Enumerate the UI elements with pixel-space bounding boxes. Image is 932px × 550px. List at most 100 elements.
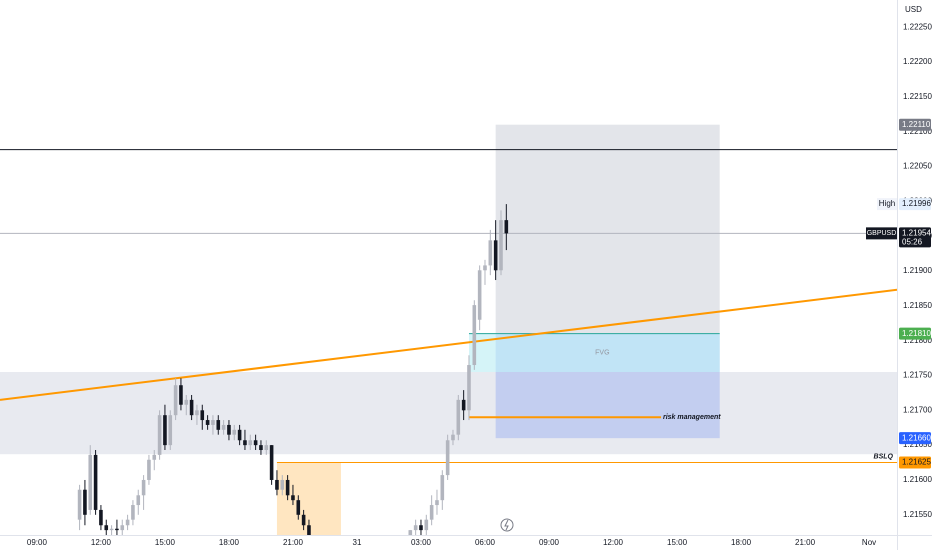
- entry-tag: 1.21810: [902, 329, 931, 338]
- candle-body: [216, 420, 221, 430]
- y-tick-label: 1.22150: [903, 92, 932, 101]
- candle-body: [77, 489, 82, 520]
- candle-body: [195, 410, 199, 416]
- candle-body: [259, 445, 263, 451]
- candle-body: [99, 509, 103, 526]
- candle-body: [440, 475, 445, 501]
- x-tick-label: 12:00: [603, 538, 624, 547]
- candle-body: [461, 399, 466, 411]
- candle-body: [205, 420, 210, 425]
- candle-body: [285, 479, 290, 496]
- symbol-tag-bg: [866, 227, 897, 240]
- x-tick-label: 21:00: [283, 538, 304, 547]
- bslq-tag: 1.21625: [902, 458, 931, 467]
- x-tick-label: 09:00: [27, 538, 48, 547]
- y-tick-label: 1.22250: [903, 22, 932, 31]
- candle-body: [296, 500, 301, 515]
- candle-body: [275, 479, 279, 490]
- y-tick-label: 1.21900: [903, 266, 932, 275]
- last-price-bg: [899, 227, 931, 248]
- candle-body: [504, 220, 509, 234]
- candle-body: [227, 424, 231, 435]
- candle-body: [93, 454, 98, 510]
- y-tick-label: 1.22200: [903, 57, 932, 66]
- candle-body: [445, 440, 450, 476]
- entry-tag-bg: [899, 327, 931, 340]
- candle-body: [120, 525, 125, 531]
- y-tick-label: 1.21650: [903, 440, 932, 449]
- replay-icon[interactable]: [500, 518, 514, 532]
- candle-body: [131, 505, 135, 520]
- candle-body: [104, 525, 109, 531]
- candle-body: [147, 459, 151, 480]
- bslq-tag-bg: [899, 456, 931, 469]
- candle-body: [141, 479, 146, 496]
- y-tick-label: 1.21550: [903, 510, 932, 519]
- candle-body: [115, 528, 119, 531]
- x-tick-label: 21:00: [795, 538, 816, 547]
- x-tick-label: 09:00: [539, 538, 560, 547]
- high-tag-bg: [899, 198, 931, 211]
- candle-body: [429, 505, 434, 520]
- candle-body: [173, 385, 178, 416]
- target-tag-bg: [899, 118, 931, 131]
- candle-body: [451, 434, 455, 441]
- candle-body: [483, 265, 487, 271]
- candle-body: [435, 500, 439, 506]
- candle-body: [301, 514, 306, 526]
- y-tick-label: 1.21850: [903, 301, 932, 310]
- candle-body: [280, 479, 285, 490]
- candle-body: [419, 525, 423, 531]
- candle-body: [493, 240, 498, 271]
- candle-body: [83, 489, 87, 515]
- candle-body: [248, 440, 253, 446]
- countdown: 05:26: [902, 237, 923, 246]
- candle-body: [88, 454, 93, 510]
- candle-body: [264, 445, 269, 451]
- x-tick-label: 31: [353, 538, 362, 547]
- candle-body: [477, 270, 482, 320]
- candle-body: [184, 399, 189, 405]
- plot: FVG BSLQ risk management: [0, 124, 897, 535]
- symbol-tag: GBPUSD: [867, 230, 897, 237]
- y-tick-label: 1.22100: [903, 127, 932, 136]
- last-price-label: 1.21954: [902, 228, 931, 237]
- high-name: High: [879, 199, 895, 208]
- y-tick-label: 1.21700: [903, 405, 932, 414]
- candle-body: [152, 454, 157, 460]
- candle-body: [136, 495, 141, 506]
- candle-body: [125, 519, 130, 526]
- candle-body: [472, 305, 477, 366]
- candle-body: [499, 220, 503, 271]
- y-tick-label: 1.21750: [903, 371, 932, 380]
- candle-body: [408, 530, 413, 535]
- candle-body: [269, 445, 274, 480]
- bslq-label: BSLQ: [874, 453, 894, 460]
- candle-body: [253, 440, 258, 446]
- risk-label: risk management: [663, 414, 721, 421]
- candle-body: [157, 415, 162, 455]
- y-tick-label: 1.21600: [903, 475, 932, 484]
- candle-body: [456, 399, 461, 435]
- candle-body: [221, 424, 226, 430]
- stop-tag-bg: [899, 432, 931, 445]
- currency-label: USD: [905, 5, 922, 14]
- candle-body: [168, 415, 173, 446]
- target-box: [495, 124, 720, 334]
- fvg-box: [468, 333, 720, 372]
- candle-body: [424, 519, 429, 531]
- replay-bolt: [504, 519, 509, 531]
- candle-body: [232, 429, 237, 435]
- candle-body: [413, 525, 418, 531]
- trendline: [0, 288, 897, 401]
- candle-body: [467, 365, 471, 411]
- x-tick-label: 03:00: [411, 538, 432, 547]
- x-tick-label: 06:00: [475, 538, 496, 547]
- candle-body: [211, 420, 215, 425]
- candle-body: [163, 415, 167, 446]
- candle-body: [200, 410, 205, 421]
- y-tick-label: 1.21800: [903, 336, 932, 345]
- candle-body: [243, 440, 247, 446]
